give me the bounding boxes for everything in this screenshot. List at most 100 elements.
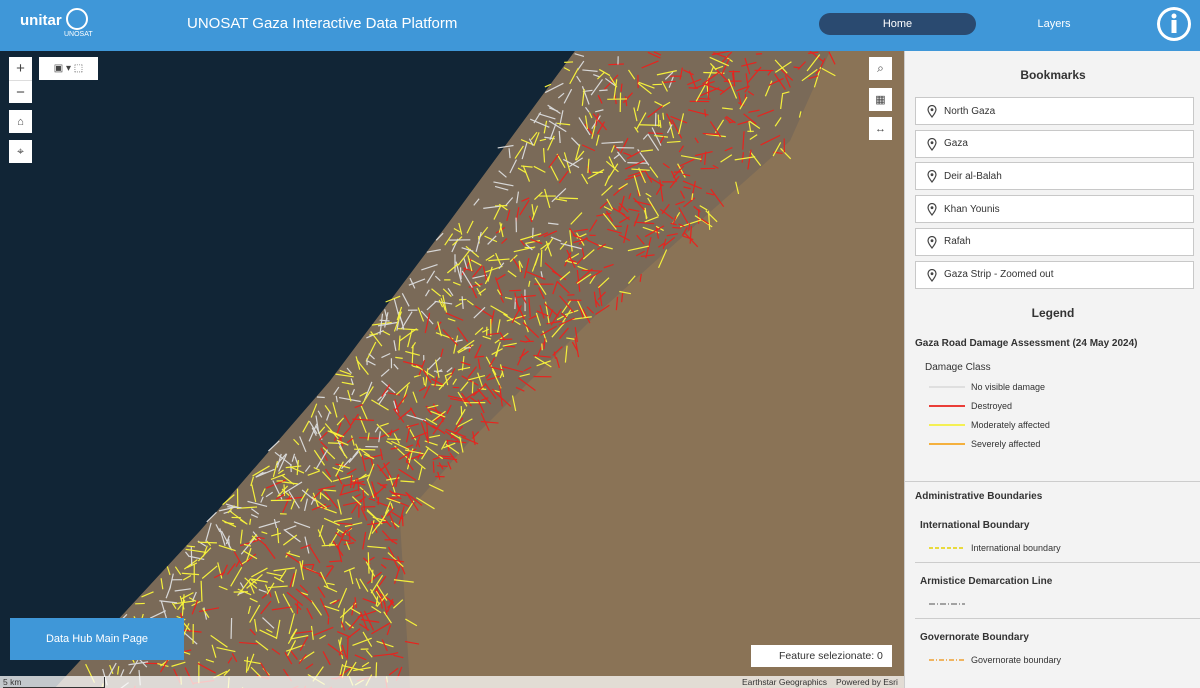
street	[431, 288, 442, 297]
street	[282, 593, 294, 613]
basemap-button[interactable]: ▦	[869, 88, 892, 111]
locate-button[interactable]: ⌖	[9, 140, 32, 163]
select-tool[interactable]: ▣ ▾ ⬚	[39, 57, 98, 80]
street	[595, 113, 599, 127]
street	[426, 270, 436, 284]
street	[379, 448, 384, 461]
street	[437, 471, 441, 480]
nav-home[interactable]: Home	[819, 13, 976, 35]
nav-layers[interactable]: Layers	[1037, 18, 1071, 30]
bookmark[interactable]: Deir al-Balah	[915, 162, 1194, 191]
home-button[interactable]: ⌂	[9, 110, 32, 133]
street	[625, 160, 646, 170]
street	[609, 76, 618, 88]
street	[315, 425, 323, 441]
street	[631, 168, 650, 171]
bookmark[interactable]: Rafah	[915, 227, 1194, 256]
street	[180, 592, 194, 600]
header: unitar UNOSAT UNOSAT Gaza Interactive Da…	[0, 0, 1200, 51]
bookmark[interactable]: North Gaza	[915, 97, 1194, 125]
street	[544, 83, 552, 88]
street	[273, 567, 295, 572]
data-hub-button[interactable]: Data Hub Main Page	[10, 618, 184, 660]
street	[310, 625, 314, 640]
street	[409, 277, 416, 289]
street	[678, 145, 685, 153]
street	[341, 660, 348, 678]
street	[374, 426, 379, 433]
street	[246, 553, 257, 563]
street	[764, 80, 773, 97]
street	[313, 466, 320, 471]
street	[644, 170, 653, 183]
street	[499, 372, 504, 379]
attribution-bar: 5 km Earthstar Geographics Powered by Es…	[0, 676, 904, 688]
street	[696, 97, 711, 100]
street	[628, 193, 632, 200]
street	[174, 588, 191, 592]
search-button[interactable]: ⌕	[869, 57, 892, 80]
street	[468, 374, 486, 381]
street	[472, 264, 483, 278]
street	[348, 451, 359, 463]
street	[597, 277, 610, 289]
street	[239, 529, 243, 544]
street	[513, 246, 536, 253]
street	[259, 629, 277, 639]
street	[376, 423, 390, 438]
legend-label: Severely affected	[971, 439, 1041, 449]
street	[649, 166, 659, 178]
street	[383, 611, 392, 624]
measure-button[interactable]: ↔	[869, 117, 892, 140]
street	[352, 477, 358, 489]
street	[694, 150, 713, 157]
street	[641, 60, 659, 69]
street	[477, 399, 485, 414]
street	[379, 461, 390, 472]
bookmark[interactable]: Gaza	[915, 129, 1194, 158]
feature-count[interactable]: Feature selezionate: 0	[751, 645, 892, 667]
street	[336, 631, 351, 638]
street	[576, 299, 587, 319]
street	[443, 442, 456, 449]
bookmark[interactable]: Gaza Strip - Zoomed out	[915, 260, 1194, 289]
street	[647, 175, 664, 187]
street	[477, 372, 484, 390]
street	[607, 228, 622, 234]
street	[348, 614, 362, 631]
street	[240, 539, 259, 547]
street	[128, 661, 149, 666]
street	[780, 94, 784, 110]
street	[342, 480, 365, 487]
street	[476, 287, 482, 296]
street	[444, 375, 449, 386]
street	[424, 312, 431, 334]
street	[748, 121, 752, 133]
map[interactable]: + − ⌂ ⌖ ▣ ▾ ⬚ ⌕ ▦ ↔ Data Hub Main Page F…	[0, 51, 904, 688]
street	[619, 290, 632, 295]
street	[426, 422, 429, 444]
street	[529, 118, 550, 128]
street	[405, 350, 420, 356]
street	[644, 216, 659, 223]
street	[323, 585, 338, 593]
street	[293, 521, 311, 529]
street	[442, 329, 459, 346]
street	[225, 535, 230, 545]
zoom-in[interactable]: +	[9, 57, 32, 80]
bookmark[interactable]: Khan Younis	[915, 195, 1194, 224]
street	[528, 215, 533, 223]
street	[573, 237, 589, 244]
zoom-out[interactable]: −	[9, 80, 32, 103]
street	[283, 529, 301, 543]
legend-swatch	[929, 405, 965, 407]
street	[780, 68, 794, 81]
street	[437, 465, 448, 468]
street	[606, 198, 614, 210]
info-button[interactable]	[1155, 5, 1193, 43]
street	[197, 662, 216, 674]
street	[276, 528, 280, 544]
street	[528, 314, 538, 320]
street	[336, 439, 349, 446]
street	[533, 354, 551, 358]
